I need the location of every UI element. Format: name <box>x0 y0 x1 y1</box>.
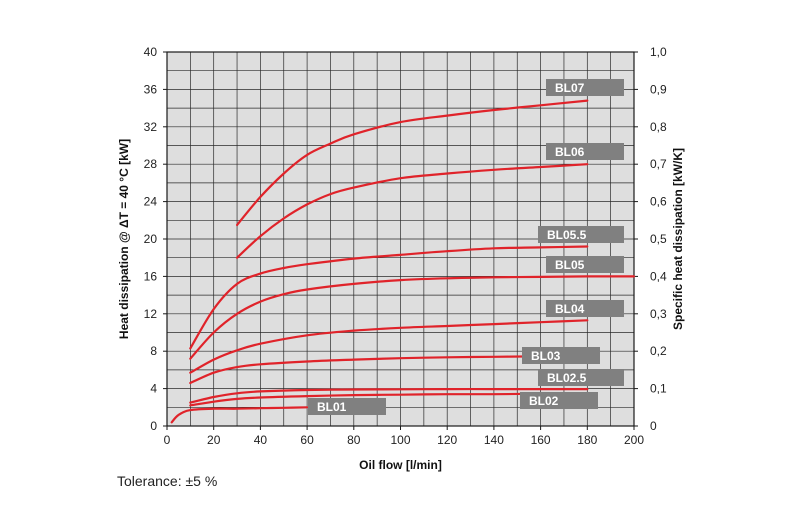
series-label-box-bl02-5 <box>538 369 624 386</box>
series-line-bl04 <box>189 319 589 374</box>
y2-tick-label: 0,7 <box>650 157 667 171</box>
series-line-bl02-5 <box>189 387 589 404</box>
y-tick-label: 8 <box>150 344 157 358</box>
y-tick-label: 0 <box>150 419 157 433</box>
x-tick-label: 0 <box>164 433 171 447</box>
series-label-bl05-5: BL05.5 <box>547 228 587 242</box>
series-line-bl07 <box>236 99 589 227</box>
series-label-bl06: BL06 <box>555 145 585 159</box>
x-tick-label: 180 <box>577 433 597 447</box>
series-label-bl03: BL03 <box>531 349 561 363</box>
x-tick-label: 100 <box>390 433 410 447</box>
series-label-bl07: BL07 <box>555 81 585 95</box>
y-tick-label: 36 <box>144 82 158 96</box>
y-tick-label: 12 <box>144 307 158 321</box>
series-label-box-bl03 <box>522 347 600 364</box>
y2-tick-label: 0,9 <box>650 82 667 96</box>
series-line-bl01 <box>170 406 309 424</box>
y-axis-title: Heat dissipation @ ΔT = 40 °C [kW] <box>117 139 131 339</box>
y2-tick-label: 0,2 <box>650 344 667 358</box>
y-tick-label: 24 <box>144 195 158 209</box>
x-tick-label: 80 <box>347 433 361 447</box>
series-label-box-bl05 <box>546 256 624 273</box>
series-label-bl04: BL04 <box>555 302 585 316</box>
x-tick-label: 160 <box>531 433 551 447</box>
series-label-box-bl01 <box>308 398 386 415</box>
series-label-box-bl07 <box>546 79 624 96</box>
series-line-bl06 <box>236 163 589 259</box>
series-label-bl05: BL05 <box>555 258 585 272</box>
series-line-bl05 <box>189 275 636 360</box>
x-tick-label: 40 <box>254 433 268 447</box>
series-label-box-bl02 <box>520 392 598 409</box>
x-tick-label: 120 <box>437 433 457 447</box>
y2-tick-label: 0,3 <box>650 307 667 321</box>
y-tick-label: 28 <box>144 157 158 171</box>
series-label-box-bl04 <box>546 300 624 317</box>
x-tick-label: 20 <box>207 433 221 447</box>
x-tick-label: 60 <box>300 433 314 447</box>
x-axis-title: Oil flow [l/min] <box>359 458 442 472</box>
y2-tick-label: 0,4 <box>650 269 667 283</box>
y2-axis-title: Specific heat dissipation [kW/K] <box>671 148 685 330</box>
y2-tick-label: 0,1 <box>650 382 667 396</box>
y2-tick-label: 0 <box>650 419 657 433</box>
series-line-bl05-5 <box>189 245 589 350</box>
series-label-bl02-5: BL02.5 <box>547 371 587 385</box>
y-tick-label: 20 <box>144 232 158 246</box>
series-label-bl01: BL01 <box>317 400 347 414</box>
series-label-box-bl05-5 <box>538 226 624 243</box>
y2-tick-label: 0,5 <box>650 232 667 246</box>
y-tick-label: 32 <box>144 120 158 134</box>
y-tick-label: 4 <box>150 382 157 396</box>
y2-tick-label: 1,0 <box>650 45 667 59</box>
tolerance-note: Tolerance: ±5 % <box>117 473 218 489</box>
y2-tick-label: 0,8 <box>650 120 667 134</box>
y-tick-label: 16 <box>144 269 158 283</box>
y-tick-label: 40 <box>144 45 158 59</box>
y2-tick-label: 0,6 <box>650 195 667 209</box>
x-tick-label: 200 <box>624 433 644 447</box>
series-label-box-bl06 <box>546 143 624 160</box>
series-line-bl02 <box>189 392 589 407</box>
x-tick-label: 140 <box>484 433 504 447</box>
series-label-bl02: BL02 <box>529 394 559 408</box>
series-line-bl03 <box>189 355 566 385</box>
